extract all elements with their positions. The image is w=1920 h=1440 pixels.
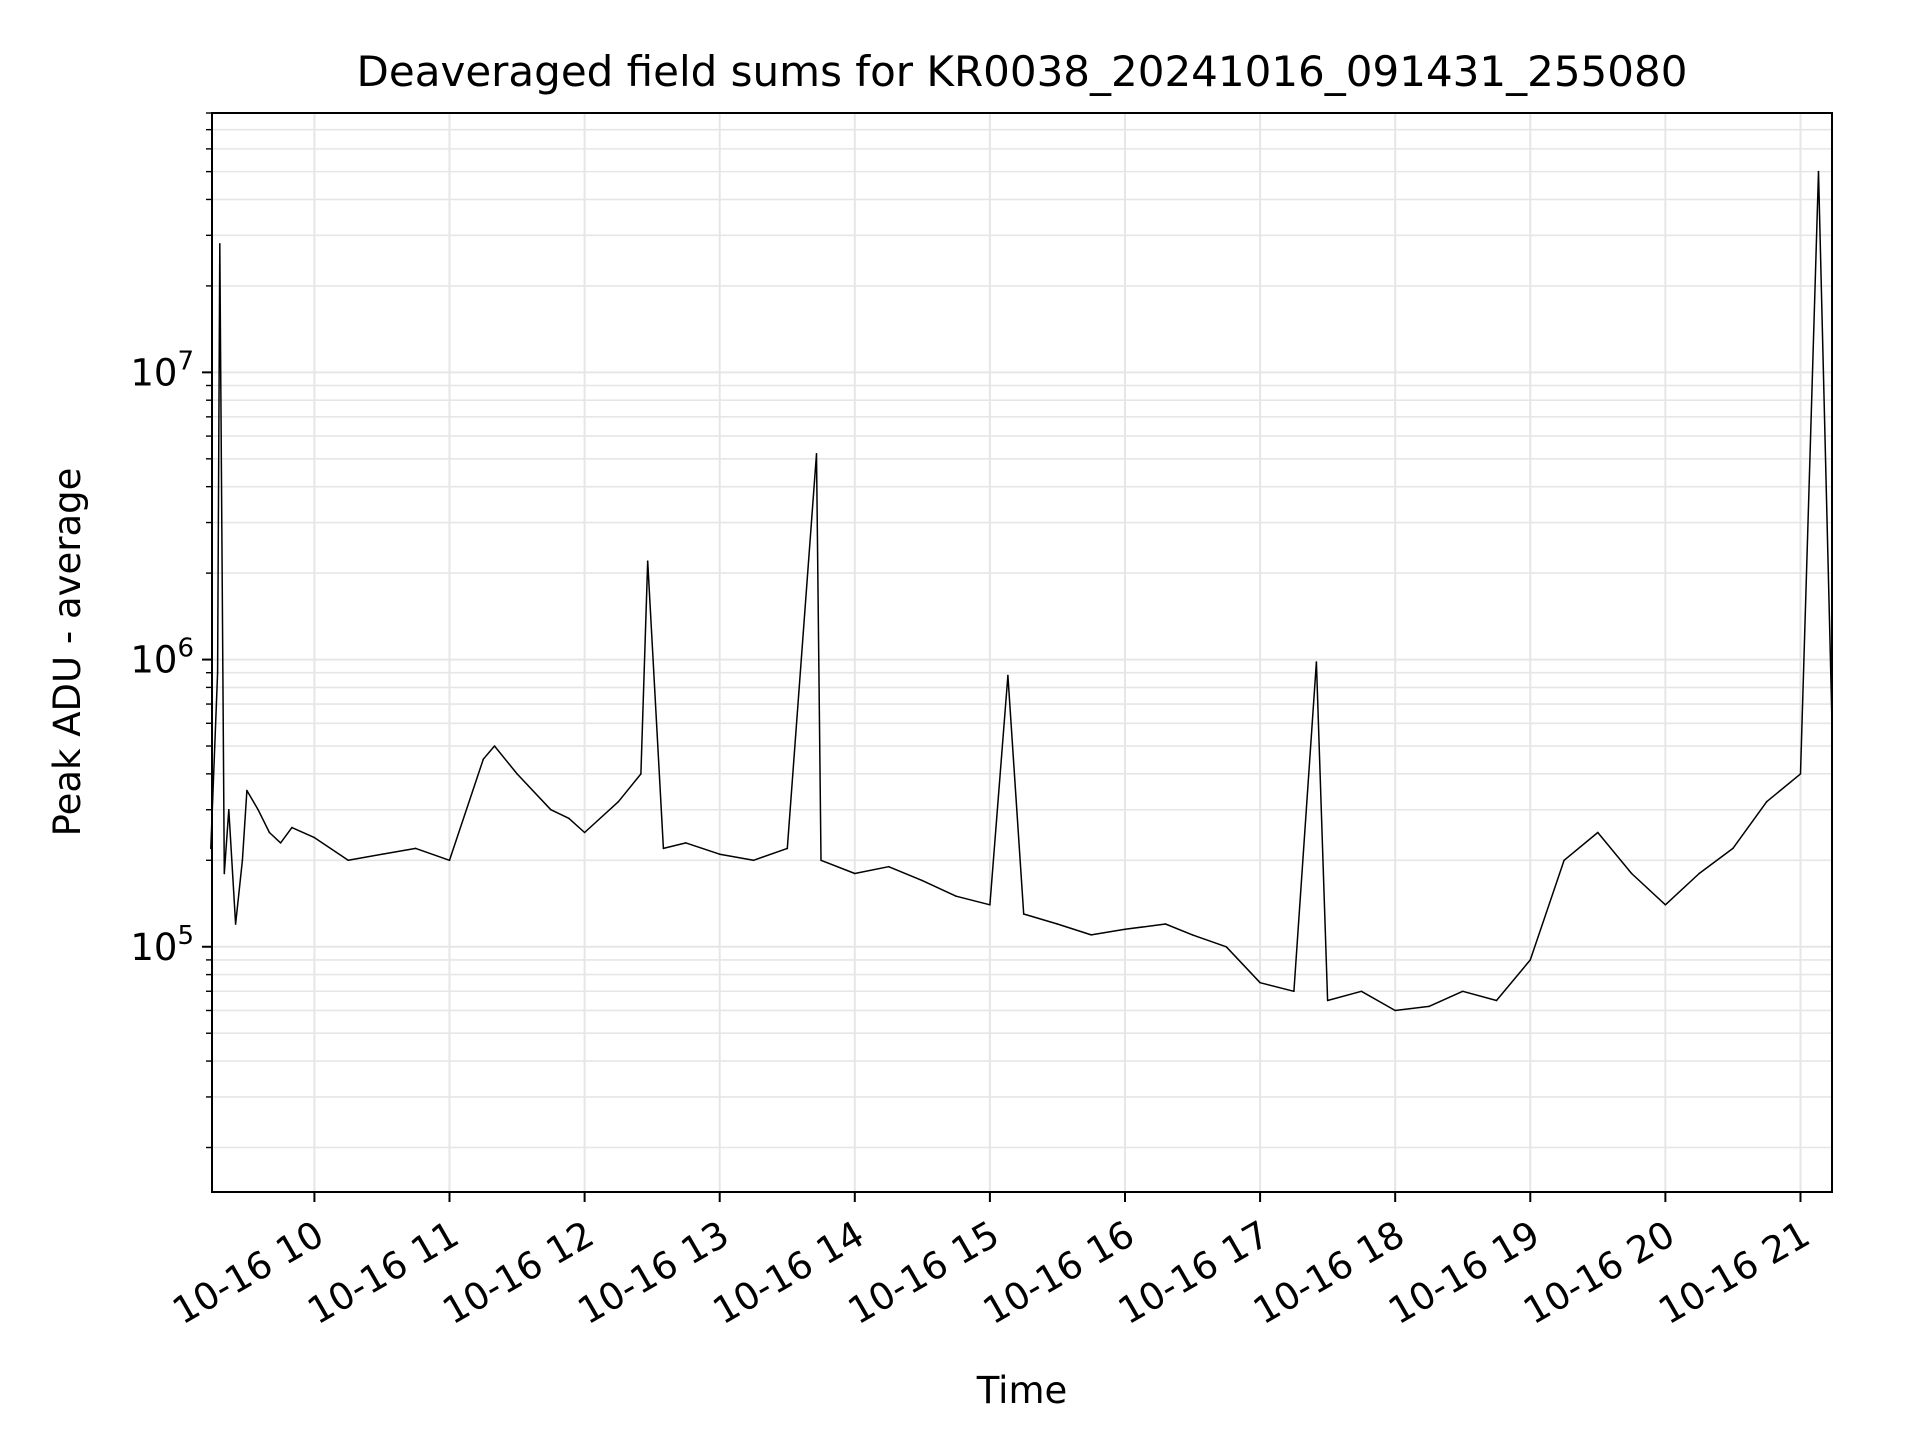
series-point [1326,999,1329,1002]
series-point [1090,934,1093,936]
y-tick-label: 106 [130,634,194,682]
series-point [989,903,991,906]
series-point [257,808,259,811]
series-point [448,859,451,862]
series-point [955,895,957,897]
series-point [493,745,496,747]
series-point [216,671,219,674]
y-tick-label-exponent: 7 [177,346,194,376]
y-tick-label-base: 10 [130,926,177,969]
y-tick-label: 105 [130,921,194,969]
series-point [381,853,383,856]
series-point [1191,934,1194,936]
series-point [313,836,316,839]
grid [212,112,1832,1192]
series-point [718,853,721,856]
series-point [246,789,248,792]
series-point [234,923,237,925]
series-point [291,826,293,829]
series-line [210,170,1833,1012]
series-point [583,831,586,834]
series-point [241,859,244,862]
series-point [279,842,282,844]
series-point [219,243,221,245]
series-point [1056,923,1059,925]
series-point [1529,959,1532,961]
series-point [1315,661,1318,663]
series-point [1225,945,1228,948]
series-point [1461,990,1464,993]
series-point [1360,990,1363,993]
series-point [1563,859,1565,862]
series-point [662,847,665,850]
series-point [516,773,518,775]
series-point [1022,913,1025,915]
series-point [815,453,818,455]
series-point [1293,990,1295,993]
series-point [640,773,642,775]
series-point [1394,1009,1396,1012]
series-layer [210,170,1833,1012]
series-point [1664,903,1667,906]
x-axis-label: Time [976,1369,1068,1412]
series-point [347,859,349,862]
series-point [1630,872,1633,875]
series-point [1817,170,1820,173]
series-point [1495,999,1498,1002]
series-point [1597,831,1599,834]
series-point [820,859,822,862]
series-point [1799,773,1802,775]
series-point [1732,847,1734,850]
series-point [853,872,856,875]
series-point [568,817,570,820]
series-point [1698,872,1700,875]
series-point [1164,923,1167,925]
chart-title: Deaveraged field sums for KR0038_2024101… [357,47,1688,96]
series-point [1007,674,1009,677]
series-point [1428,1005,1430,1008]
y-axis-label: Peak ADU - average [46,468,89,837]
series-point [550,808,552,811]
series-point [414,847,417,850]
series-point [1259,981,1261,984]
plot-frame [211,112,1833,1193]
series-point [482,758,485,760]
series-point [617,800,620,803]
series-point [685,842,687,844]
series-point [887,865,890,868]
series-point [786,847,789,850]
series-point [223,872,226,875]
series-point [752,859,755,862]
series-point [268,831,271,834]
series-point [646,560,649,563]
y-tick-label-base: 10 [130,351,177,394]
series-point [1765,800,1768,803]
y-tick-label-exponent: 6 [177,634,194,664]
y-tick-label: 107 [130,346,194,394]
y-tick-label-base: 10 [130,639,177,682]
series-point [921,879,924,882]
series-point [1124,928,1126,931]
y-tick-label-exponent: 5 [177,921,194,951]
series-point [228,808,230,811]
